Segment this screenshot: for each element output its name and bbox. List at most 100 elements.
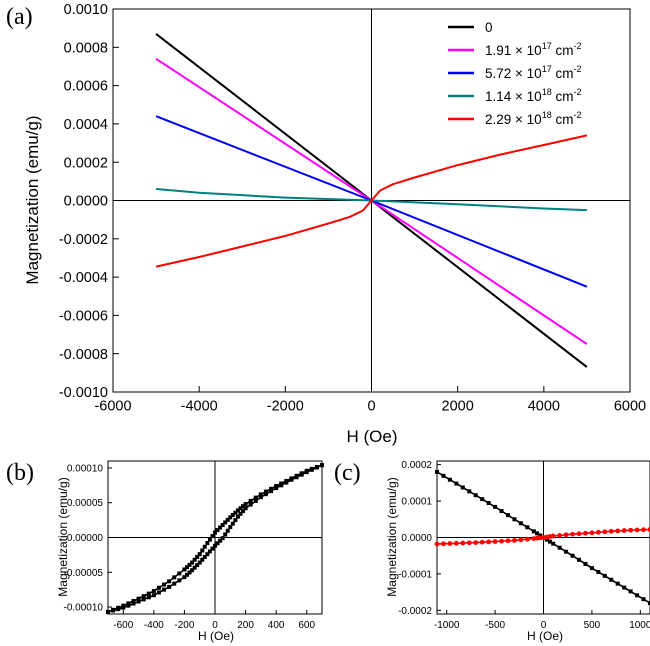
panel-b-series-1-point [172,581,177,586]
panel-b-series-1-point [177,578,182,583]
panel-b-y-tick-label: 0.00005 [67,498,104,509]
panel-b-series-1-point [195,563,200,568]
panel-b-series-0-point [235,508,240,513]
panel-b-series-0-point [230,513,235,518]
panel-c-series-0-point [460,485,465,490]
panel-c-y-tick-label: -0.0002 [398,606,432,617]
panel-b-series-0-point [200,548,205,553]
panel-b-series-0-point [210,534,215,539]
panel-c-y-tick-label: 0.0001 [401,497,432,508]
panel-b-series-0-point [184,565,189,570]
panel-c-series-0-point [538,533,543,538]
panel-b-series-1-point [233,518,238,523]
panel-c-series-0-point [544,537,549,542]
panel-a-y-tick-label: -0.0002 [59,232,108,248]
panel-b-series-1-point [136,599,141,604]
panel-b-series-1-point [116,607,121,612]
panel-b-series-1-point [167,584,172,589]
panel-c-series-1-point [621,528,627,533]
legend-label-2: 5.72 × 1017 cm-2 [485,64,581,81]
panel-b-plot: -600 -400 -200 0 200 400 600 -0.00010 -0.00005 0.… [64,460,324,631]
panel-c-series-1-point [492,539,498,544]
panel-b-series-0-point [177,571,182,576]
panel-b-series-0-point [225,517,230,522]
panel-a-x-tick-label: 2000 [442,399,474,415]
panel-c-series-1-point [460,540,466,546]
panel-c-y-tick-label: 0.0000 [401,533,432,544]
panel-c-series-1-point [557,533,563,538]
panel-b-series-1-point [225,528,230,533]
panel-label-b: (b) [6,460,34,486]
panel-a-y-tick-label: 0.0002 [64,155,108,171]
panel-b-series-0-point [263,489,268,494]
panel-a-y-tick-label: -0.0008 [59,347,108,363]
panel-b-series-0-point [218,525,223,530]
panel-c-series-0-point [473,493,478,498]
panel-b-series-0-point [220,522,225,527]
panel-a-x-axis-title: H (Oe) [347,427,398,446]
panel-c-series-1-point [453,540,459,546]
panel-c-series-1-point [473,540,479,545]
panel-c-series-1-point [595,529,601,535]
panel-b-series-1-point [182,575,187,580]
panel-b-x-tick-label: 600 [298,620,315,631]
panel-c-series-1-point [589,530,595,536]
panel-b-series-0-point [207,537,212,542]
panel-a-y-tick-label: 0.0010 [64,2,108,18]
panel-b-series-1-point [235,514,240,519]
panel-c-series-1-point [505,538,511,544]
panel-b-series-1-point [187,570,192,575]
panel-b-series-1-point [248,502,253,507]
panel-a-y-tick-label: 0.0004 [64,117,108,133]
panel-c-plot: -1000 -500 0 500 1000 -0.0002 -0.0001 0.0000 0.0… [398,460,650,631]
panel-b-series-0-point [172,575,177,580]
panel-c-x-tick-label: 1000 [629,620,650,631]
panel-a-y-tick-label: 0.0008 [64,40,108,56]
panel-b-series-0-point [192,557,197,562]
panel-b-y-tick-label: 0.00010 [67,463,104,474]
panel-b-series-1-point [230,521,235,526]
panel-c-series-1-point [602,529,608,535]
panel-c-series-1-point [499,538,504,544]
panel-c-series-0-point [454,481,459,486]
panel-b-series-1-point [220,536,225,541]
panel-b-y-tick-label: -0.00005 [64,568,104,579]
panel-b-series-0-point [258,492,263,497]
panel-a-x-tick-label: 4000 [528,399,560,415]
panel-b-series-0-point [167,579,172,584]
panel-c-series-0-point [499,509,504,514]
panel-b-series-1-point [269,489,274,494]
panel-a-series-4-line [155,134,588,268]
panel-b-series-1-point [106,609,110,614]
panel-b-series-0-point [126,601,131,606]
panel-b-series-0-point [241,504,246,509]
panel-b-series-0-point [202,544,207,549]
panel-b-series-0-point [182,567,187,572]
panel-c-series-0-point [506,513,510,518]
panel-b-series-0-point [253,495,258,500]
panel-c-y-tick-label: -0.0001 [398,569,432,580]
panel-a-x-tick-label: -4000 [181,399,218,415]
panel-c-x-tick-label: 0 [541,620,547,631]
panel-c-y-axis-title: Magnetization (emu/g) [385,477,399,596]
panel-c-series-0-point [609,577,614,582]
panel-b-series-1-point [213,543,217,548]
panel-b-series-1-point [228,525,233,530]
panel-c-series-1-point [628,527,634,533]
legend-label-1: 1.91 × 1017 cm-2 [485,41,581,58]
panel-c-series-0-point [551,541,556,546]
panel-b-series-1-point [258,495,263,500]
panel-c-series-1-point [518,537,524,543]
panel-c-x-tick-label: -1000 [434,620,460,631]
panel-label-c: (c) [334,460,361,486]
panel-b-series-1-point [253,498,258,503]
panel-b-series-1-point [200,557,205,562]
panel-c-series-0-point [589,566,594,571]
panel-c-series-0-point [525,525,530,530]
panel-a-y-tick-label: -0.0004 [59,270,108,286]
panel-b-y-tick-label: 0.00000 [67,533,104,544]
panel-c-series-0-point [535,531,540,536]
panel-b-series-0-point [190,560,195,565]
panel-a-x-tick-label: -2000 [267,399,304,415]
